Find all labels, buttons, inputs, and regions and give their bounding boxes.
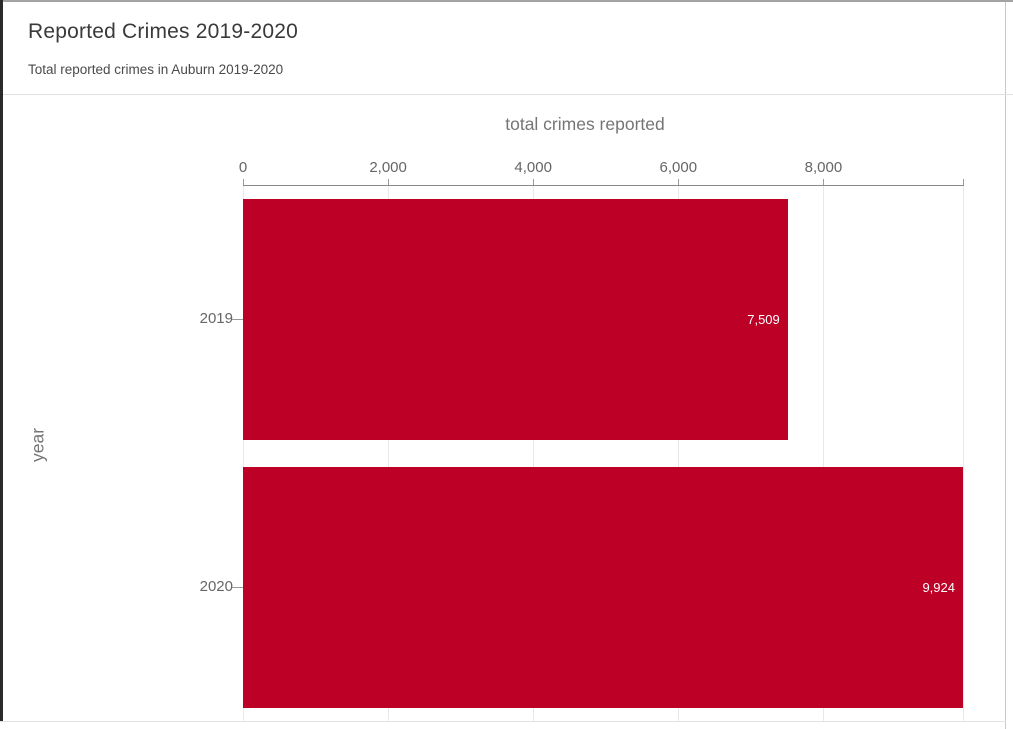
window-left-border (0, 0, 3, 721)
x-axis-title: total crimes reported (505, 114, 665, 134)
x-axis-end-tick (963, 179, 964, 185)
gridline (388, 186, 390, 721)
y-axis-title: year (27, 427, 48, 463)
page-title: Reported Crimes 2019-2020 (28, 20, 298, 43)
gridline (823, 186, 825, 721)
x-tick-label: 0 (238, 159, 248, 176)
bar-2020[interactable]: 9,924 (243, 466, 963, 708)
x-tick-mark (243, 179, 244, 185)
x-tick-mark (678, 179, 680, 185)
y-tick-mark (232, 319, 243, 320)
chart-bottom-border (0, 721, 1006, 722)
y-tick-mark (232, 587, 243, 588)
x-tick-mark (823, 179, 825, 185)
bar-value-label: 7,509 (747, 311, 780, 327)
page-subtitle: Total reported crimes in Auburn 2019-202… (28, 62, 284, 77)
x-axis-domain-line (243, 185, 964, 186)
x-tick-label: 4,000 (514, 159, 552, 176)
header-divider (3, 94, 1013, 95)
gridline (533, 186, 535, 721)
gridline (678, 186, 680, 721)
gridline (243, 186, 244, 721)
bar-2019[interactable]: 7,509 (243, 198, 788, 440)
x-tick-label: 6,000 (659, 159, 698, 176)
x-tick-label: 8,000 (804, 159, 843, 176)
x-tick-mark (388, 179, 390, 185)
window-right-border (1005, 2, 1006, 729)
window-top-border (0, 0, 1013, 2)
x-tick-label: 2,000 (369, 159, 407, 176)
y-tick-label-2019: 2019 (199, 310, 233, 327)
bar-value-label: 9,924 (922, 579, 955, 595)
gridline (963, 186, 964, 721)
y-tick-label-2020: 2020 (199, 578, 233, 595)
x-tick-mark (533, 179, 535, 185)
